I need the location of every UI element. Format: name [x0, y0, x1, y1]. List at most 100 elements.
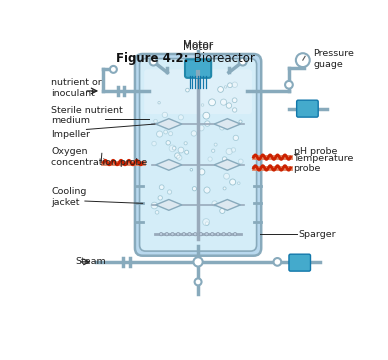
Circle shape — [208, 157, 212, 161]
Circle shape — [152, 141, 156, 146]
Circle shape — [166, 141, 170, 145]
Circle shape — [230, 179, 236, 185]
Circle shape — [204, 121, 210, 126]
Circle shape — [157, 131, 163, 137]
Circle shape — [199, 169, 205, 175]
FancyBboxPatch shape — [185, 59, 211, 78]
Circle shape — [205, 222, 209, 225]
Circle shape — [274, 258, 281, 266]
Circle shape — [214, 143, 217, 146]
Circle shape — [211, 233, 214, 236]
Circle shape — [162, 112, 168, 118]
Circle shape — [239, 120, 242, 123]
Circle shape — [220, 125, 225, 130]
Circle shape — [199, 233, 203, 236]
Circle shape — [182, 233, 185, 236]
Polygon shape — [156, 199, 182, 210]
Text: Cooling
jacket: Cooling jacket — [51, 188, 87, 207]
Circle shape — [237, 182, 240, 185]
FancyBboxPatch shape — [289, 254, 310, 271]
Circle shape — [228, 233, 231, 236]
Circle shape — [285, 81, 293, 89]
Circle shape — [232, 82, 237, 87]
Text: nutrient or
inoculant: nutrient or inoculant — [51, 78, 102, 98]
Circle shape — [194, 233, 197, 236]
Circle shape — [233, 135, 239, 140]
Circle shape — [231, 148, 236, 152]
FancyBboxPatch shape — [297, 100, 318, 117]
Circle shape — [159, 185, 164, 190]
Circle shape — [228, 83, 232, 87]
Text: Sterile nutrient
medium: Sterile nutrient medium — [51, 106, 123, 125]
Circle shape — [159, 233, 163, 236]
Text: pH probe: pH probe — [294, 147, 337, 156]
Circle shape — [226, 148, 232, 154]
Circle shape — [165, 233, 168, 236]
Circle shape — [220, 99, 227, 105]
Circle shape — [201, 104, 204, 106]
Circle shape — [203, 219, 210, 226]
Circle shape — [110, 66, 117, 73]
Circle shape — [172, 165, 175, 168]
Circle shape — [226, 103, 232, 108]
Text: Figure 4.2:: Figure 4.2: — [116, 52, 188, 65]
Circle shape — [149, 58, 157, 66]
Circle shape — [154, 120, 158, 123]
Circle shape — [211, 149, 215, 152]
Circle shape — [222, 157, 227, 161]
Circle shape — [205, 233, 208, 236]
Circle shape — [195, 278, 201, 285]
Circle shape — [239, 58, 247, 66]
Circle shape — [158, 102, 160, 104]
Circle shape — [194, 257, 203, 266]
Text: Pressure
guage: Pressure guage — [314, 49, 355, 69]
Circle shape — [203, 112, 210, 119]
Circle shape — [232, 108, 237, 112]
Circle shape — [234, 204, 237, 207]
Polygon shape — [156, 119, 182, 130]
Text: Motor: Motor — [183, 42, 213, 51]
Circle shape — [177, 155, 182, 160]
Polygon shape — [214, 119, 241, 130]
Text: Impeller: Impeller — [51, 130, 90, 139]
Circle shape — [223, 173, 229, 179]
Circle shape — [171, 233, 174, 236]
Circle shape — [232, 98, 237, 103]
Circle shape — [190, 168, 192, 171]
Circle shape — [158, 196, 163, 200]
Circle shape — [218, 87, 223, 93]
Circle shape — [209, 99, 215, 106]
Circle shape — [212, 201, 217, 206]
Circle shape — [151, 202, 158, 209]
Polygon shape — [214, 159, 241, 170]
Circle shape — [178, 115, 184, 120]
Circle shape — [192, 186, 197, 191]
Circle shape — [178, 147, 184, 153]
FancyBboxPatch shape — [140, 59, 256, 251]
Circle shape — [220, 208, 225, 213]
Circle shape — [185, 150, 189, 154]
Text: Motor: Motor — [183, 40, 213, 50]
Text: Oxygen
concentration probe: Oxygen concentration probe — [51, 148, 147, 167]
Circle shape — [239, 159, 243, 164]
Circle shape — [164, 130, 168, 134]
Text: Sparger: Sparger — [298, 230, 336, 239]
FancyBboxPatch shape — [144, 69, 252, 114]
Polygon shape — [156, 159, 182, 170]
Text: Bioreactor: Bioreactor — [190, 52, 255, 65]
Circle shape — [185, 88, 189, 92]
Circle shape — [216, 233, 220, 236]
Circle shape — [184, 142, 187, 145]
Circle shape — [177, 233, 180, 236]
Circle shape — [204, 187, 210, 193]
Circle shape — [169, 145, 176, 152]
Circle shape — [296, 53, 310, 67]
Text: Steam: Steam — [75, 257, 106, 266]
Circle shape — [191, 131, 197, 136]
Text: Temperature
probe: Temperature probe — [294, 154, 354, 173]
Circle shape — [168, 132, 173, 136]
Circle shape — [155, 211, 159, 214]
Circle shape — [224, 86, 227, 88]
Polygon shape — [214, 199, 241, 210]
Circle shape — [175, 153, 180, 158]
